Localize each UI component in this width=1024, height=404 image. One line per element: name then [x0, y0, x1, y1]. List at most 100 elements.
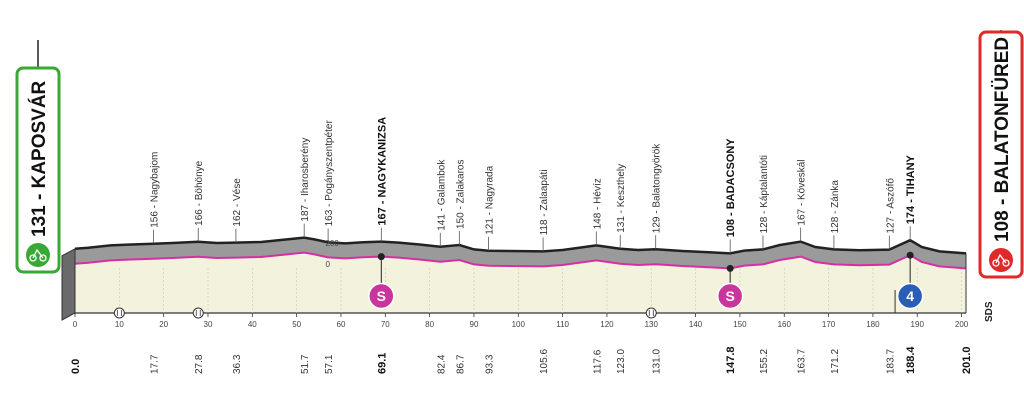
- place-label: 129 - Balatongyörök: [652, 143, 663, 234]
- distance-label: 86.7: [455, 354, 466, 374]
- refreshment-icon: [113, 307, 125, 319]
- brand-logo: SDS: [984, 301, 995, 322]
- distance-label: 188.4: [905, 346, 917, 374]
- finish-bike-icon: [989, 248, 1013, 272]
- place-label: 121 - Nagyrada: [485, 165, 496, 234]
- km-tick-label: 90: [470, 320, 479, 329]
- km-tick-label: 160: [778, 320, 792, 329]
- km-tick-label: 200: [955, 320, 969, 329]
- refreshment-icon: [192, 307, 204, 319]
- place-label: 108 - BADACSONY: [725, 138, 737, 238]
- sprint-badge-disc: [368, 282, 395, 310]
- place-label: 166 - Böhönye: [194, 160, 205, 225]
- distance-label: 36.3: [232, 354, 243, 374]
- road-line: [74, 251, 967, 270]
- place-label: 148 - Hévíz: [592, 178, 603, 229]
- finish-bike-icon-wheel: [1002, 259, 1010, 267]
- place-label: 167 - NAGYKANIZSA: [376, 117, 388, 226]
- km-tick-label: 190: [911, 320, 925, 329]
- distance-label: 51.7: [300, 354, 311, 374]
- distance-label: 105.6: [539, 349, 550, 374]
- distance-label: 147.8: [725, 346, 737, 374]
- climb-badge-label: 4: [906, 288, 914, 304]
- km-tick-label: 60: [337, 320, 346, 329]
- place-label: 128 - Zánka: [830, 180, 841, 234]
- profile-band: [75, 237, 966, 269]
- km-tick-label: 180: [866, 320, 880, 329]
- sprint-badge-disc: [716, 282, 744, 310]
- place-label: 131 - Keszthely: [616, 164, 627, 233]
- distance-label: 57.1: [324, 354, 335, 374]
- place-label: 141 - Galambok: [436, 159, 447, 231]
- start-bike-icon-wheel: [39, 254, 47, 262]
- distance-label: 123.0: [616, 349, 627, 374]
- start-bike-icon-wheel: [29, 254, 37, 262]
- place-label: 128 - Káptalantóti: [759, 155, 770, 233]
- distance-label: 183.7: [885, 349, 896, 374]
- distance-label: 93.3: [485, 354, 496, 374]
- km-tick-labels: 0 10 20 30 40 50 60 70 80 90 100 110 120 130 140 150 160…: [73, 313, 969, 329]
- refreshment-icon: [645, 307, 657, 319]
- sprint-badge-label: S: [726, 288, 735, 304]
- km-tick-label: 120: [600, 320, 614, 329]
- finish-bike-icon-frame: [995, 253, 1007, 264]
- km-tick-label: 20: [159, 320, 168, 329]
- town-box-frame: [978, 30, 1024, 279]
- refreshment-icons: [113, 290, 896, 319]
- km-tick-label: 130: [645, 320, 659, 329]
- finish-bike-icon-wheel: [992, 259, 1000, 267]
- town-box-frame: [15, 66, 61, 274]
- town-box-label: 131 - KAPOSVÁR: [28, 80, 50, 237]
- distance-label: 82.4: [436, 354, 447, 374]
- start-town-box: 131 - KAPOSVÁR: [15, 40, 61, 274]
- km-tick-label: 70: [381, 320, 390, 329]
- sprint-badge-label: S: [377, 288, 386, 304]
- distance-label: 171.2: [830, 349, 841, 374]
- distance-label: 155.2: [759, 349, 770, 374]
- km-tick-label: 170: [822, 320, 836, 329]
- place-label: 156 - Nagybajom: [149, 152, 160, 228]
- elevation-tick-label: 200: [325, 239, 339, 248]
- km-tick-label: 0: [73, 320, 78, 329]
- place-label: 174 - TIHANY: [905, 154, 917, 224]
- distance-label: 201.0: [961, 346, 973, 374]
- start-bike-icon-frame: [32, 248, 44, 259]
- km-tick-label: 80: [425, 320, 434, 329]
- distance-label: 17.7: [149, 354, 160, 374]
- place-label: 127 - Aszófő: [885, 178, 896, 234]
- distance-label: 27.8: [194, 354, 205, 374]
- km-tick-label: 140: [689, 320, 703, 329]
- climb-badge-disc: [896, 282, 924, 310]
- distance-label: 163.7: [797, 349, 808, 374]
- distance-label: 131.0: [652, 349, 663, 374]
- distance-labels: 0.0 17.7 27.8 36.3 51.7 57.1 69.1 82.4 86.7 93.3 1…: [70, 346, 973, 374]
- km-tick-label: 50: [292, 320, 301, 329]
- profile-left-face: [61, 247, 76, 321]
- km-tick-label: 10: [115, 320, 124, 329]
- sprint-climb-badges: S S 4: [368, 251, 924, 310]
- elevation-tick-label: 0: [325, 260, 330, 269]
- town-box-label: 108 - BALATONFÜRED: [992, 37, 1013, 242]
- distance-label: 117.6: [592, 349, 603, 374]
- brand-sds-text: SDS: [984, 301, 995, 322]
- km-tick-label: 110: [556, 320, 569, 329]
- distance-label: 0.0: [70, 359, 82, 374]
- profile-top-line: [74, 236, 967, 255]
- place-label: 150 - Zalakaros: [455, 160, 466, 229]
- km-tick-label: 150: [733, 320, 747, 329]
- place-label: 167 - Köveskál: [797, 159, 808, 225]
- km-tick-label: 40: [248, 320, 257, 329]
- profile-side-face: [61, 247, 76, 321]
- km-tick-label: 100: [512, 320, 526, 329]
- finish-town-box: 108 - BALATONFÜRED: [978, 30, 1024, 279]
- place-label: 163 - Pogányszentpéter: [324, 120, 335, 227]
- km-tick-label: 30: [204, 320, 213, 329]
- place-label: 118 - Zalaapáti: [539, 169, 550, 235]
- place-markers: 156 - Nagybajom 166 - Böhönye 162 - Vése 18…: [149, 117, 917, 254]
- elevation-profile: [74, 236, 967, 313]
- start-bike-icon: [26, 243, 50, 267]
- place-label: 187 - Iharosberény: [300, 138, 311, 222]
- place-label: 162 - Vése: [232, 178, 243, 227]
